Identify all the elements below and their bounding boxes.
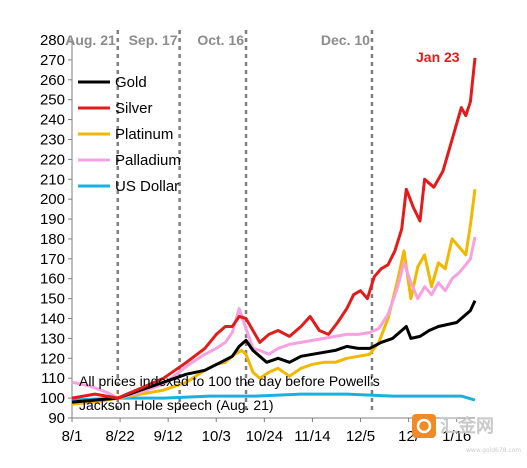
y-tick-label: 90 (48, 410, 65, 427)
event-label: Oct. 16 (197, 32, 244, 48)
y-tick-label: 240 (40, 112, 65, 129)
event-label: Aug. 21 (65, 32, 116, 48)
y-tick-label: 260 (40, 72, 65, 89)
event-label: Sep. 17 (129, 32, 178, 48)
series-line-gold (71, 299, 477, 404)
legend-label: Gold (115, 74, 147, 91)
x-tick-label: 11/14 (294, 428, 330, 445)
y-tick-label: 270 (40, 52, 65, 69)
legend-label: Palladium (115, 152, 181, 169)
y-tick-label: 220 (40, 151, 65, 168)
event-label: Dec. 10 (321, 32, 370, 48)
x-tick-label: 12/5 (346, 428, 375, 445)
x-tick-labels: 8/1 8/22 9/12 10/3 10/24 11/14 12/5 12/1/16 (62, 418, 471, 445)
event-markers: Aug. 21 Sep. 17 Oct. 16 Dec. 10 (65, 30, 374, 412)
legend-label: Platinum (115, 126, 173, 143)
index-note-line-1: All prices indexed to 100 the day before… (79, 373, 380, 389)
y-tick-label: 250 (40, 92, 65, 109)
legend: Gold Silver Platinum Palladium US Dollar (78, 74, 181, 195)
y-tick-label: 160 (40, 271, 65, 288)
series-line-silver (71, 57, 477, 400)
watermark-subtext: www.gold678.com (466, 447, 521, 454)
watermark-text: 汇金网 (440, 415, 494, 437)
x-tick-label: 8/22 (105, 428, 134, 445)
x-tick-label: 8/1 (62, 428, 83, 445)
y-tick-label: 230 (40, 131, 65, 148)
y-tick-label: 150 (40, 291, 65, 308)
y-tick-label: 110 (41, 370, 65, 387)
series-lines (71, 57, 477, 406)
x-tick-label: 10/24 (246, 428, 284, 445)
y-tick-label: 100 (40, 390, 65, 407)
watermark-logo-icon (416, 418, 432, 434)
y-tick-label: 200 (40, 191, 65, 208)
legend-label: Silver (115, 100, 153, 117)
y-axis: 90 100 110 120 130 140 150 160 170 180 190 200 210 22… (40, 32, 73, 427)
y-tick-label: 280 (40, 32, 65, 49)
series-line-us-dollar (71, 392, 476, 402)
watermark-logo (412, 414, 436, 438)
series-line-palladium (71, 236, 477, 400)
y-tick-labels: 90 100 110 120 130 140 150 160 170 180 190 200 210 22… (40, 32, 72, 427)
x-tick-label: 1/16 (442, 428, 471, 445)
y-tick-label: 210 (40, 171, 65, 188)
legend-label: US Dollar (115, 178, 179, 195)
x-tick-label: 10/3 (202, 428, 231, 445)
y-tick-label: 170 (40, 251, 65, 268)
y-tick-label: 190 (40, 211, 65, 228)
y-tick-label: 140 (40, 311, 65, 328)
y-tick-label: 180 (40, 231, 65, 248)
x-tick-label: 9/12 (154, 428, 183, 445)
series-line-platinum (71, 189, 477, 406)
watermark: 汇金网 www.gold678.com (412, 414, 521, 454)
index-note-line-2: Jackson Hole speech (Aug. 21) (79, 397, 274, 413)
x-axis: 8/1 8/22 9/12 10/3 10/24 11/14 12/5 12/1/16 (62, 417, 475, 445)
y-tick-label: 120 (40, 350, 65, 367)
callout-label: Jan 23 (416, 49, 460, 65)
y-tick-label: 130 (40, 330, 65, 347)
